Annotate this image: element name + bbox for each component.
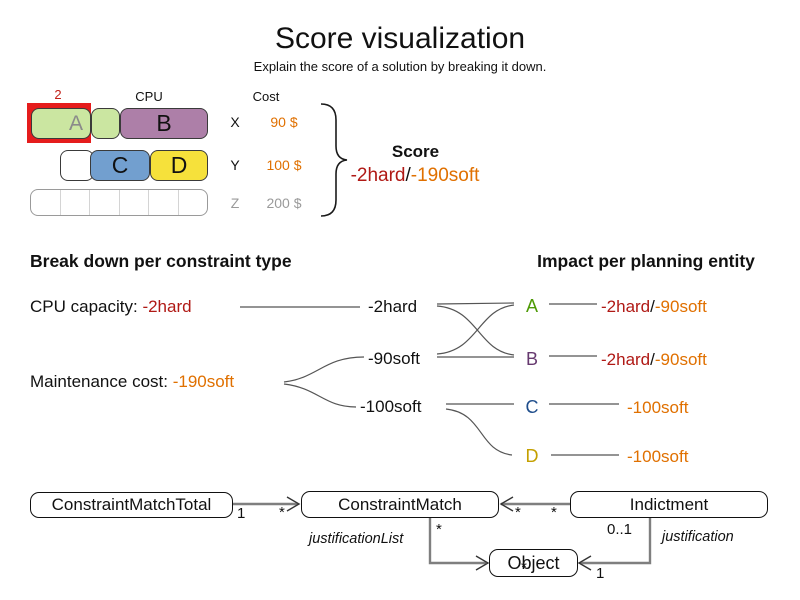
maintenance-cost-value: -190soft bbox=[172, 372, 235, 391]
entity-c-score: -100soft bbox=[627, 398, 689, 417]
impact-heading: Impact per planning entity bbox=[537, 251, 755, 271]
computer-z-label: Z bbox=[230, 195, 240, 211]
computer-x-cost: 90 $ bbox=[270, 114, 298, 130]
multiplicity-cm-object-star: * bbox=[436, 521, 442, 538]
curve-hard-to-b bbox=[436, 305, 515, 356]
breakdown-heading: Break down per constraint type bbox=[30, 251, 292, 271]
fork-maintenance-90 bbox=[283, 356, 365, 383]
cpu-capacity-value: -2hard bbox=[142, 297, 192, 316]
arrowhead-into-object-right bbox=[577, 555, 592, 571]
fork-maintenance-100 bbox=[283, 383, 357, 408]
capacity-cell bbox=[90, 190, 120, 215]
class-constraint-match: ConstraintMatch bbox=[301, 491, 499, 518]
process-a-box: A bbox=[31, 108, 91, 139]
score-separator: / bbox=[405, 165, 411, 186]
cpu-capacity-row: CPU capacity: -2hard bbox=[30, 297, 192, 317]
selection-count-badge: 2 bbox=[54, 87, 62, 102]
arrowhead-into-cm-left bbox=[286, 496, 301, 512]
capacity-cell bbox=[61, 190, 90, 215]
entity-b-score: -2hard/-90soft bbox=[601, 350, 707, 370]
mid-soft-90-value: -90soft bbox=[368, 349, 420, 368]
line-hard-to-a bbox=[436, 302, 515, 305]
cpu-capacity-label: CPU capacity: bbox=[30, 297, 143, 316]
score-value: -2hard/-190soft bbox=[330, 165, 500, 187]
multiplicity-cm-star: * bbox=[279, 504, 285, 521]
entity-c-letter: C bbox=[525, 397, 539, 417]
computer-z-cost: 200 $ bbox=[266, 195, 302, 211]
process-d-box: D bbox=[150, 150, 208, 181]
multiplicity-cmt-1: 1 bbox=[237, 505, 246, 522]
computer-z-empty-row bbox=[30, 189, 208, 216]
computer-y-cost: 100 $ bbox=[266, 157, 302, 173]
maintenance-cost-label: Maintenance cost: bbox=[30, 372, 173, 391]
entity-b-separator: / bbox=[650, 350, 655, 369]
page-title: Score visualization bbox=[274, 22, 526, 55]
entity-a-hard: -2hard bbox=[601, 297, 651, 316]
multiplicity-object-1: 1 bbox=[596, 565, 605, 582]
cost-column-label: Cost bbox=[252, 89, 280, 104]
class-object: Object bbox=[489, 549, 578, 577]
process-c-box: C bbox=[90, 150, 150, 181]
entity-a-score: -2hard/-90soft bbox=[601, 297, 707, 317]
process-b-box: B bbox=[120, 108, 208, 139]
role-justification: justification bbox=[662, 529, 734, 545]
multiplicity-cm-star-right: * bbox=[515, 504, 521, 521]
curve-90soft-to-a bbox=[436, 304, 515, 355]
capacity-cell bbox=[120, 190, 149, 215]
entity-b-letter: B bbox=[525, 349, 538, 369]
arrowhead-into-cm-right bbox=[499, 496, 514, 512]
computer-y-label: Y bbox=[230, 157, 240, 173]
mid-soft-100-value: -100soft bbox=[360, 397, 422, 416]
capacity-cell bbox=[179, 190, 208, 215]
computer-x-label: X bbox=[230, 114, 240, 130]
entity-d-score: -100soft bbox=[627, 447, 689, 466]
score-hard: -2hard bbox=[350, 165, 406, 186]
brace bbox=[320, 103, 348, 217]
capacity-cell bbox=[31, 190, 61, 215]
process-a-extra-segment bbox=[91, 108, 120, 139]
class-indictment: Indictment bbox=[570, 491, 768, 518]
curve-100soft-to-d bbox=[445, 408, 513, 456]
mid-hard-value: -2hard bbox=[368, 297, 418, 316]
cpu-column-label: CPU bbox=[135, 89, 163, 104]
arrowhead-into-object-left bbox=[475, 555, 490, 571]
multiplicity-ind-01: 0..1 bbox=[607, 521, 633, 538]
empty-segment bbox=[60, 150, 94, 181]
multiplicity-ind-star: * bbox=[551, 504, 557, 521]
score-soft: -190soft bbox=[410, 165, 480, 186]
maintenance-cost-row: Maintenance cost: -190soft bbox=[30, 372, 234, 392]
entity-b-hard: -2hard bbox=[601, 350, 651, 369]
entity-b-soft: -90soft bbox=[654, 350, 707, 369]
class-constraint-match-total: ConstraintMatchTotal bbox=[30, 492, 233, 518]
capacity-cell bbox=[149, 190, 179, 215]
page-subtitle: Explain the score of a solution by break… bbox=[253, 59, 547, 74]
multiplicity-object-star: * bbox=[521, 559, 527, 576]
entity-a-soft: -90soft bbox=[654, 297, 707, 316]
role-justification-list: justificationList bbox=[309, 531, 404, 547]
entity-a-letter: A bbox=[525, 296, 538, 316]
entity-d-letter: D bbox=[525, 446, 539, 466]
entity-a-separator: / bbox=[650, 297, 655, 316]
score-heading: Score bbox=[391, 142, 440, 161]
